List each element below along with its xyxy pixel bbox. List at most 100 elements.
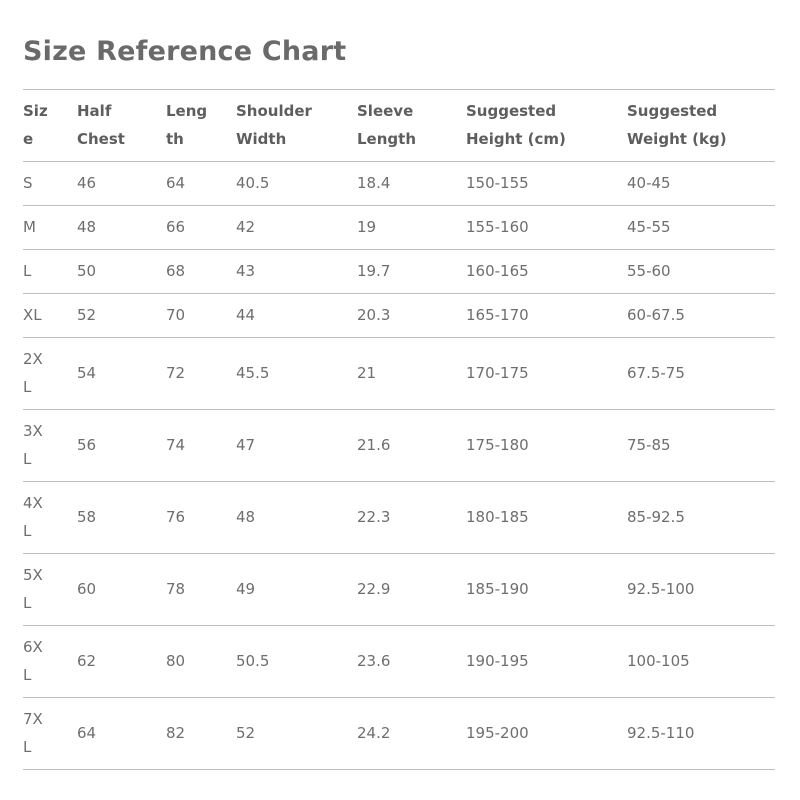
table-cell: 92.5-110 [627, 698, 775, 770]
column-header: Half Chest [77, 90, 166, 162]
cell-value: 46 [77, 174, 97, 192]
column-header: Suggested Weight (kg) [627, 90, 775, 162]
cell-value: 22.9 [357, 580, 391, 598]
cell-value: 62 [77, 652, 97, 670]
cell-value: 82 [166, 724, 186, 742]
cell-value: 92.5-110 [627, 724, 695, 742]
cell-value: 49 [236, 580, 256, 598]
cell-value: 48 [236, 508, 256, 526]
table-cell: 7XL [23, 698, 77, 770]
table-cell: 68 [166, 250, 236, 294]
table-cell: 5XL [23, 554, 77, 626]
table-row: L 50 68 43 19.7 160-165 55-60 [23, 249, 775, 294]
cell-value: 42 [236, 218, 256, 236]
cell-value: 44 [236, 306, 256, 324]
table-cell: 60-67.5 [627, 294, 775, 338]
table-cell: 3XL [23, 410, 77, 482]
table-row: XL 52 70 44 20.3 165-170 60-67.5 [23, 293, 775, 338]
table-cell: 190-195 [466, 626, 627, 698]
cell-value: 75-85 [627, 436, 671, 454]
cell-value: 170-175 [466, 364, 529, 382]
cell-value: 175-180 [466, 436, 529, 454]
cell-value: 21.6 [357, 436, 391, 454]
column-header: Shoulder Width [236, 90, 357, 162]
column-header-label: Length [166, 102, 208, 148]
column-header: Size [23, 90, 77, 162]
cell-value: 47 [236, 436, 256, 454]
table-cell: 70 [166, 294, 236, 338]
table-cell: 165-170 [466, 294, 627, 338]
column-header: Length [166, 90, 236, 162]
table-cell: 74 [166, 410, 236, 482]
table-row: 2XL 54 72 45.5 21 170-175 67.5-75 [23, 337, 775, 410]
table-cell: 40.5 [236, 162, 357, 206]
table-cell: 21.6 [357, 410, 466, 482]
table-cell: 40-45 [627, 162, 775, 206]
table-cell: 64 [166, 162, 236, 206]
table-cell: 170-175 [466, 338, 627, 410]
cell-value: 40-45 [627, 174, 671, 192]
table-cell: 43 [236, 250, 357, 294]
cell-value: 23.6 [357, 652, 391, 670]
table-cell: 42 [236, 206, 357, 250]
cell-value: 60 [77, 580, 97, 598]
cell-value: 5XL [23, 566, 43, 612]
table-cell: 44 [236, 294, 357, 338]
cell-value: 72 [166, 364, 186, 382]
table-cell: 64 [77, 698, 166, 770]
cell-value: 21 [357, 364, 377, 382]
cell-value: 68 [166, 262, 186, 280]
cell-value: 155-160 [466, 218, 529, 236]
size-table: Size Half Chest Length Shoulder Width Sleeve… [23, 89, 775, 770]
table-cell: 150-155 [466, 162, 627, 206]
cell-value: 4XL [23, 494, 43, 540]
cell-value: 7XL [23, 710, 43, 756]
table-cell: 175-180 [466, 410, 627, 482]
cell-value: 52 [77, 306, 97, 324]
cell-value: 78 [166, 580, 186, 598]
cell-value: 74 [166, 436, 186, 454]
table-cell: M [23, 206, 77, 250]
table-row: S 46 64 40.5 18.4 150-155 40-45 [23, 161, 775, 206]
table-cell: 22.9 [357, 554, 466, 626]
table-cell: S [23, 162, 77, 206]
table-cell: 58 [77, 482, 166, 554]
column-header-label: Suggested Weight (kg) [627, 102, 727, 148]
cell-value: L [23, 262, 32, 280]
column-header-label: Size [23, 102, 48, 148]
table-cell: 49 [236, 554, 357, 626]
cell-value: 165-170 [466, 306, 529, 324]
cell-value: 190-195 [466, 652, 529, 670]
table-cell: 160-165 [466, 250, 627, 294]
cell-value: 92.5-100 [627, 580, 695, 598]
cell-value: 24.2 [357, 724, 391, 742]
table-cell: 67.5-75 [627, 338, 775, 410]
cell-value: 64 [77, 724, 97, 742]
table-cell: 180-185 [466, 482, 627, 554]
column-header-label: Shoulder Width [236, 102, 312, 148]
table-row: 7XL 64 82 52 24.2 195-200 92.5-110 [23, 697, 775, 770]
table-cell: 20.3 [357, 294, 466, 338]
table-cell: 24.2 [357, 698, 466, 770]
table-cell: 54 [77, 338, 166, 410]
table-cell: 72 [166, 338, 236, 410]
column-header-label: Half Chest [77, 102, 125, 148]
cell-value: 60-67.5 [627, 306, 685, 324]
cell-value: 3XL [23, 422, 43, 468]
table-cell: 4XL [23, 482, 77, 554]
table-row: 5XL 60 78 49 22.9 185-190 92.5-100 [23, 553, 775, 626]
cell-value: S [23, 174, 33, 192]
cell-value: 54 [77, 364, 97, 382]
cell-value: 58 [77, 508, 97, 526]
cell-value: 64 [166, 174, 186, 192]
cell-value: 160-165 [466, 262, 529, 280]
cell-value: 48 [77, 218, 97, 236]
cell-value: 80 [166, 652, 186, 670]
table-cell: 92.5-100 [627, 554, 775, 626]
cell-value: 70 [166, 306, 186, 324]
table-cell: 195-200 [466, 698, 627, 770]
table-row: 3XL 56 74 47 21.6 175-180 75-85 [23, 409, 775, 482]
table-cell: 66 [166, 206, 236, 250]
cell-value: 150-155 [466, 174, 529, 192]
column-header: Sleeve Length [357, 90, 466, 162]
